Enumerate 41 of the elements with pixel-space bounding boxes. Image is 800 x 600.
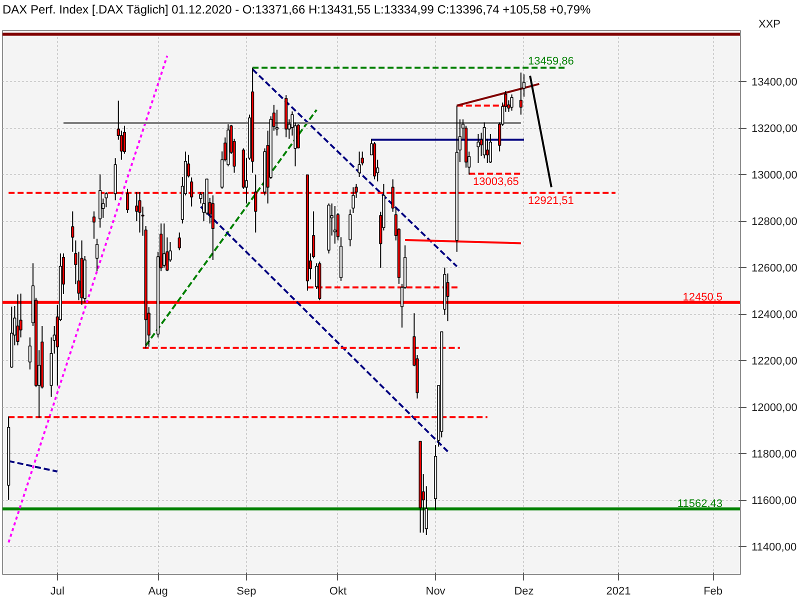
y-tick-label: 11800,00: [752, 448, 797, 461]
y-tick-label: 11400,00: [752, 542, 797, 554]
x-tick-label: Dez: [514, 586, 534, 598]
candlestick: [352, 186, 355, 214]
x-tick-label: 2021: [606, 586, 631, 598]
candlestick: [275, 109, 279, 136]
candlestick: [488, 133, 492, 164]
candlestick: [178, 232, 181, 251]
y-tick-label: 13200,00: [752, 123, 798, 136]
y-tick-label: 11600,00: [752, 495, 797, 508]
x-tick-label: Aug: [148, 586, 168, 598]
y-tick-label: 12200,00: [752, 356, 798, 368]
candlestick: [510, 94, 514, 112]
x-tick-label: Feb: [704, 586, 723, 598]
candlestick: [104, 192, 108, 208]
candlestick: [358, 151, 361, 178]
y-tick-label: 13400,00: [752, 76, 798, 89]
candlestick: [476, 133, 480, 164]
candlestick: [28, 336, 32, 370]
series-label: 13459,86: [528, 56, 574, 68]
y-tick-label: 12600,00: [752, 262, 798, 275]
candlestick: [519, 72, 522, 116]
candlestick: [333, 206, 336, 244]
x-tick-label: Nov: [426, 586, 446, 598]
chart-title: DAX Perf. Index [.DAX Täglich] 01.12.2020 - O:13371,66 H:13431,55 L:13334,99 C:13396,74 +105,58 +0,79%: [2, 2, 592, 16]
candlestick: [162, 222, 166, 268]
y-axis-title: XXP: [758, 18, 781, 30]
candlestick: [71, 210, 74, 252]
series-label: 13003,65: [473, 176, 519, 188]
x-tick-label: Sep: [236, 586, 256, 598]
x-tick-label: Okt: [329, 586, 347, 598]
candlestick: [95, 238, 99, 272]
candlestick: [92, 210, 96, 240]
x-tick-label: Jul: [50, 586, 64, 598]
ref-line-label: 12450,5: [682, 291, 723, 304]
ref-line-label: 11562,43: [677, 498, 723, 510]
y-tick-label: 12400,00: [752, 309, 798, 322]
y-tick-label: 12800,00: [752, 216, 798, 228]
y-tick-label: 12000,00: [752, 402, 798, 414]
series-label: 12921,51: [528, 194, 574, 207]
y-tick-label: 13000,00: [752, 170, 798, 182]
